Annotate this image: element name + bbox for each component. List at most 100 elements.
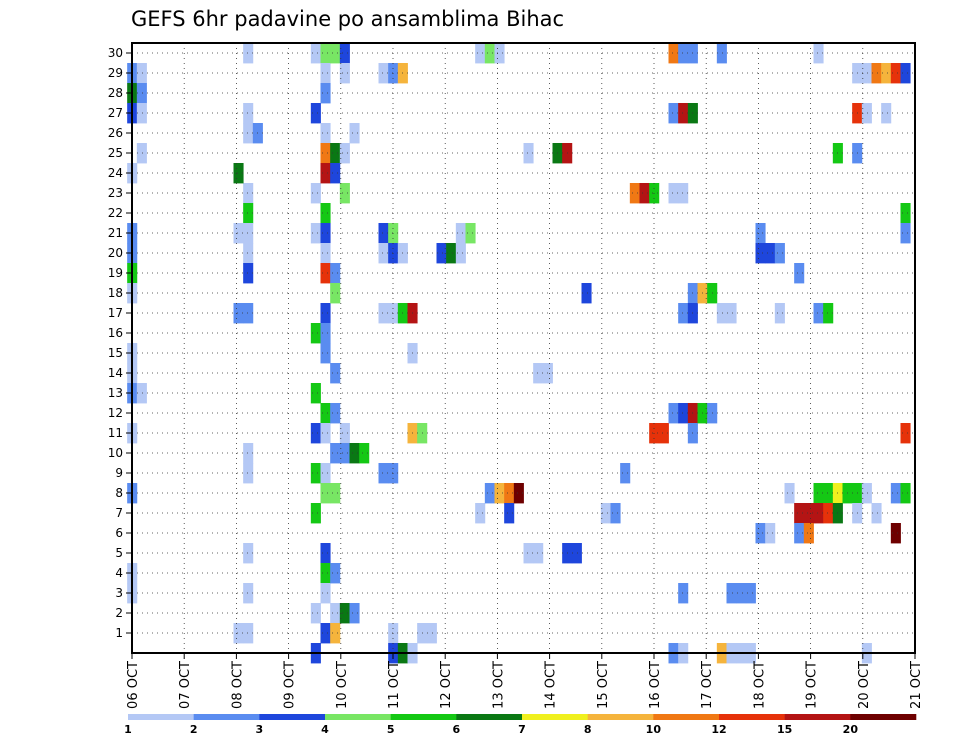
y-tick-label: 21 [108, 226, 123, 240]
heatmap-cell [136, 383, 147, 404]
colorbar-label: 3 [256, 723, 264, 736]
heatmap-cell [320, 43, 331, 64]
y-tick-label: 19 [108, 266, 123, 280]
heatmap-cell [668, 183, 679, 204]
heatmap-cell [726, 583, 737, 604]
heatmap-cell [330, 143, 341, 164]
heatmap-cell [243, 223, 254, 244]
heatmap-cell [446, 243, 457, 264]
y-tick-label: 6 [115, 526, 123, 540]
heatmap-cell [755, 223, 766, 244]
heatmap-cell [320, 303, 331, 324]
heatmap-cell [243, 263, 254, 284]
heatmap-cell [523, 143, 534, 164]
heatmap-cell [320, 223, 331, 244]
heatmap-cell [243, 43, 254, 64]
colorbar-swatch [784, 714, 851, 720]
heatmap-cell [349, 603, 360, 624]
x-tick-label: 20 OCT [857, 661, 872, 709]
heatmap-cell [339, 143, 350, 164]
heatmap-cell [330, 163, 341, 184]
heatmap-cell [320, 323, 331, 344]
colorbar-label: 8 [584, 723, 592, 736]
heatmap-cell [678, 43, 689, 64]
heatmap-cell [330, 43, 341, 64]
colorbar-label: 10 [646, 723, 662, 736]
heatmap-cell [900, 423, 911, 444]
heatmap-cell [774, 243, 785, 264]
y-tick-label: 29 [108, 66, 123, 80]
heatmap-cell [349, 123, 360, 144]
heatmap-cell [504, 483, 515, 504]
heatmap-cell [310, 183, 321, 204]
heatmap-cell [774, 303, 785, 324]
heatmap-cell [320, 623, 331, 644]
heatmap-cell [330, 563, 341, 584]
heatmap-cell [330, 403, 341, 424]
heatmap-cell [571, 543, 582, 564]
heatmap-cell [765, 243, 776, 264]
colorbar-swatch [128, 714, 194, 720]
heatmap-cell [339, 63, 350, 84]
heatmap-cell [136, 143, 147, 164]
heatmap-cell [755, 243, 766, 264]
y-tick-label: 12 [108, 406, 123, 420]
heatmap-cells [127, 43, 911, 664]
heatmap-cell [794, 263, 805, 284]
heatmap-cell [639, 183, 650, 204]
plot-frame [131, 42, 916, 654]
y-axis: 1234567891011121314151617181920212223242… [108, 46, 132, 640]
heatmap-cell [716, 43, 727, 64]
heatmap-cell [678, 583, 689, 604]
y-tick-label: 23 [108, 186, 123, 200]
heatmap-cell [861, 483, 872, 504]
heatmap-cell [823, 483, 834, 504]
heatmap-cell [320, 203, 331, 224]
heatmap-cell [243, 103, 254, 124]
y-tick-label: 16 [108, 326, 123, 340]
y-tick-label: 3 [115, 586, 123, 600]
heatmap-cell [310, 503, 321, 524]
heatmap-cell [629, 183, 640, 204]
heatmap-cell [426, 623, 437, 644]
heatmap-cell [243, 443, 254, 464]
heatmap-cell [726, 303, 737, 324]
y-tick-label: 28 [108, 86, 123, 100]
heatmap-cell [823, 503, 834, 524]
y-tick-label: 22 [108, 206, 123, 220]
heatmap-cell [378, 63, 389, 84]
heatmap-cell [881, 103, 892, 124]
heatmap-cell [310, 103, 321, 124]
heatmap-cell [678, 103, 689, 124]
heatmap-cell [871, 63, 882, 84]
x-tick-label: 15 OCT [596, 661, 611, 709]
heatmap-cell [320, 83, 331, 104]
heatmap-cell [900, 203, 911, 224]
heatmap-cell [310, 423, 321, 444]
heatmap-cell [310, 603, 321, 624]
y-tick-label: 9 [115, 466, 123, 480]
heatmap-cell [233, 163, 244, 184]
heatmap-cell [320, 483, 331, 504]
colorbar-label: 7 [518, 723, 526, 736]
heatmap-cell [823, 303, 834, 324]
heatmap-cell [330, 603, 341, 624]
y-tick-label: 8 [115, 486, 123, 500]
heatmap-cell [475, 43, 486, 64]
colorbar-label: 4 [321, 723, 329, 736]
heatmap-cell [330, 283, 341, 304]
colorbar-swatch [653, 714, 720, 720]
heatmap-cell [755, 523, 766, 544]
colorbar-swatch [456, 714, 523, 720]
colorbar-label: 2 [190, 723, 198, 736]
heatmap-cell [233, 303, 244, 324]
y-tick-label: 17 [108, 306, 123, 320]
heatmap-cell [320, 563, 331, 584]
colorbar: 1 2 3 4 5 6 7 8 10 12 15 20 [124, 714, 917, 736]
heatmap-cell [243, 583, 254, 604]
heatmap-cell [320, 343, 331, 364]
colorbar-swatch [390, 714, 457, 720]
x-tick-label: 12 OCT [439, 661, 454, 709]
heatmap-cell [736, 583, 747, 604]
heatmap-cell [533, 543, 544, 564]
